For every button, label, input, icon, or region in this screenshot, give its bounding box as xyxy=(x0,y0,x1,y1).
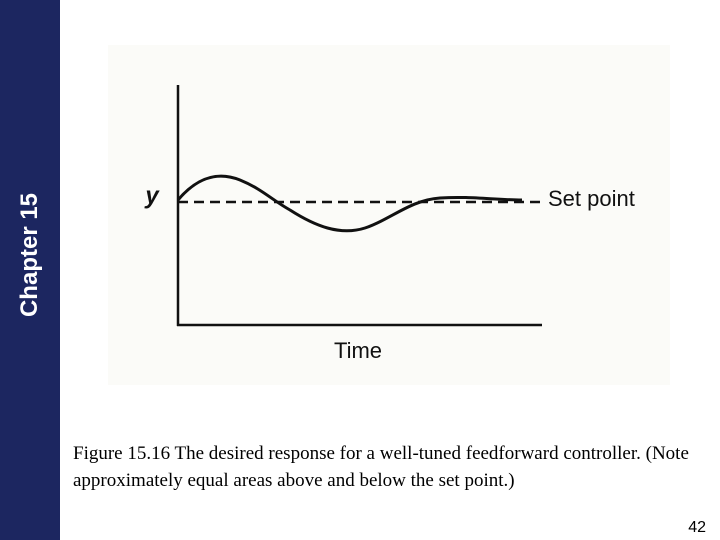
page-number: 42 xyxy=(688,519,706,536)
sidebar: Chapter 15 xyxy=(0,0,60,540)
figure-background xyxy=(108,45,670,385)
x-label: Time xyxy=(334,338,382,363)
set-point-label: Set point xyxy=(548,186,635,211)
figure: y Set point Time xyxy=(108,45,670,385)
y-label: y xyxy=(144,182,160,209)
response-curve xyxy=(176,174,523,233)
caption: Figure 15.16 The desired response for a … xyxy=(73,443,689,491)
